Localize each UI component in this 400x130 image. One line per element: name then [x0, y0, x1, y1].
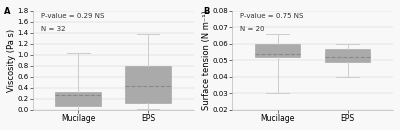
Text: A: A — [4, 7, 10, 16]
Text: P-value = 0.75 NS: P-value = 0.75 NS — [240, 13, 304, 19]
Text: B: B — [203, 7, 210, 16]
Y-axis label: Surface tension (N m⁻¹): Surface tension (N m⁻¹) — [202, 11, 211, 110]
Text: N = 20: N = 20 — [240, 26, 265, 32]
Y-axis label: Viscosity (Pa s): Viscosity (Pa s) — [7, 29, 16, 92]
PathPatch shape — [126, 66, 171, 103]
PathPatch shape — [255, 44, 300, 57]
PathPatch shape — [56, 92, 101, 106]
PathPatch shape — [325, 49, 370, 62]
Text: N = 32: N = 32 — [41, 26, 65, 32]
Text: P-value = 0.29 NS: P-value = 0.29 NS — [41, 13, 104, 19]
